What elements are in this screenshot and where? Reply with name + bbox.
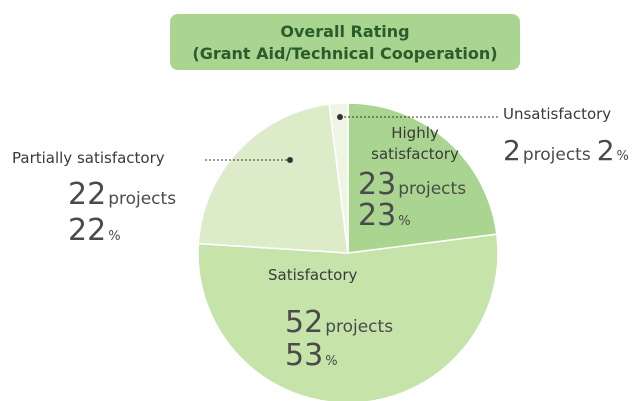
pie-slice: [197, 233, 499, 401]
count-value: 52: [285, 305, 323, 340]
pie-slice: [197, 103, 349, 254]
count-unit: projects: [108, 189, 176, 209]
pie-slice: [347, 102, 498, 254]
slice-label: Highly satisfactory: [371, 124, 459, 163]
title-box: [170, 14, 520, 70]
category-label: Satisfactory: [268, 266, 358, 284]
count-label: 52 projects: [285, 305, 393, 340]
count-unit: projects: [398, 179, 466, 199]
percent-unit: %: [108, 229, 120, 244]
count-label: 23 projects: [358, 167, 466, 202]
slice-label: Unsatisfactory: [503, 105, 612, 123]
percent-value: 2: [597, 134, 615, 167]
percent-unit: %: [398, 214, 410, 229]
category-label: Unsatisfactory: [503, 105, 612, 123]
count-unit: projects: [523, 145, 591, 165]
pie-slice: [328, 102, 349, 254]
leader-dot: [287, 157, 293, 163]
leader-dot: [337, 114, 343, 120]
chart-subtitle: (Grant Aid/Technical Cooperation): [192, 44, 497, 63]
category-label: Highly satisfactory: [371, 124, 459, 163]
count-value: 22: [68, 177, 106, 212]
percent-value: 53: [285, 338, 323, 373]
chart-title: Overall Rating: [280, 22, 409, 41]
category-label: Partially satisfactory: [12, 149, 165, 167]
count-label: 2 projects 2%: [503, 134, 629, 167]
count-label: 22 projects: [68, 177, 176, 212]
percent-value: 22: [68, 213, 106, 248]
percent-label: 23%: [358, 198, 411, 233]
slice-label: Satisfactory: [268, 266, 358, 284]
slice-label: Partially satisfactory: [12, 149, 165, 167]
percent-unit: %: [617, 149, 629, 164]
percent-label: 53%: [285, 338, 338, 373]
count-value: 23: [358, 167, 396, 202]
percent-unit: %: [325, 354, 337, 369]
count-unit: projects: [325, 317, 393, 337]
percent-label: 22%: [68, 213, 121, 248]
count-value: 2: [503, 134, 521, 167]
percent-value: 23: [358, 198, 396, 233]
